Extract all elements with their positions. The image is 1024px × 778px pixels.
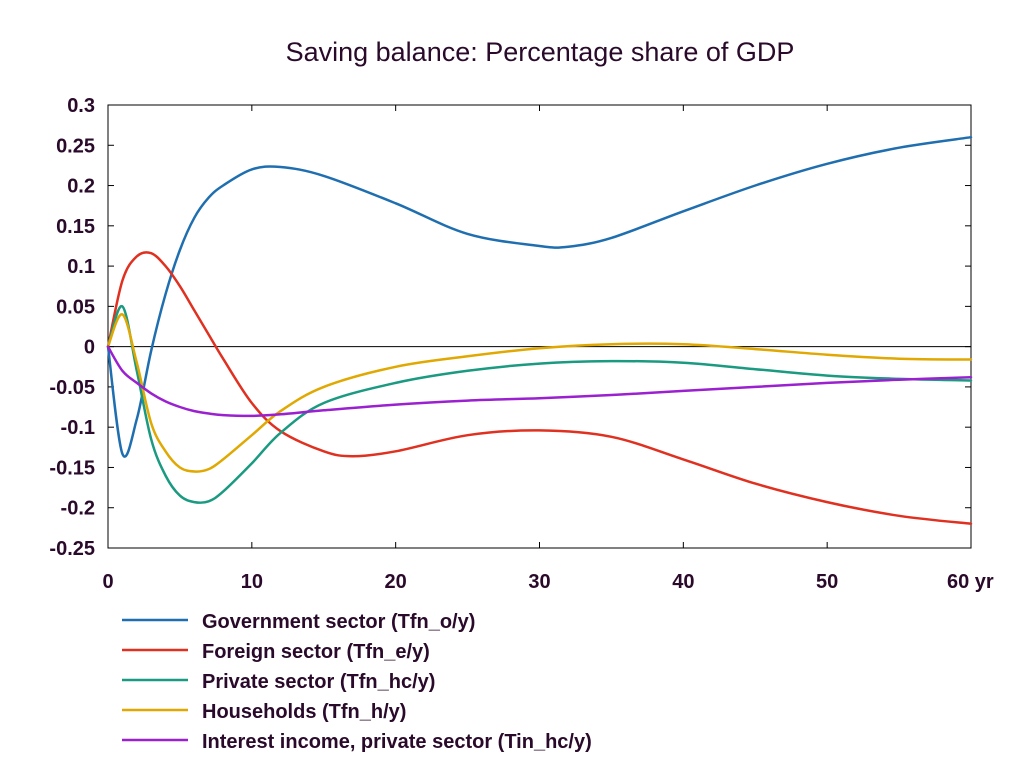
legend-label-0: Government sector (Tfn_o/y): [202, 611, 475, 633]
legend-label-3: Households (Tfn_h/y): [202, 701, 406, 723]
x-tick-label: 60 yr: [947, 571, 994, 593]
y-tick-label: -0.2: [61, 498, 95, 520]
y-tick-label: -0.25: [49, 538, 95, 560]
x-tick-label: 10: [241, 571, 263, 593]
x-tick-label: 40: [672, 571, 694, 593]
y-tick-label: 0.05: [56, 296, 95, 318]
series-line-4: [106, 345, 973, 418]
y-tick-label: -0.1: [61, 417, 95, 439]
series-line-2: [106, 305, 973, 504]
y-axis: 0.3 0.25 0.2 0.15 0.1 0.05 0 -0.05 -0.1 -0.15 -0.2…: [49, 95, 971, 560]
legend-label-1: Foreign sector (Tfn_e/y): [202, 641, 430, 663]
legend: Government sector (Tfn_o/y) Foreign secto…: [122, 611, 592, 753]
x-tick-label: 30: [528, 571, 550, 593]
x-axis: 0 10 20 30 40 50 60 yr: [102, 105, 994, 593]
y-tick-label: -0.15: [49, 457, 95, 479]
legend-label-2: Private sector (Tfn_hc/y): [202, 671, 435, 693]
series-line-1: [106, 251, 973, 526]
x-tick-label: 50: [816, 571, 838, 593]
y-tick-label: 0: [84, 337, 95, 359]
y-tick-label: -0.05: [49, 377, 95, 399]
series-line-3: [106, 313, 973, 473]
series-layer: [106, 135, 973, 526]
series-line-0: [106, 135, 973, 458]
plot-border: [107, 104, 972, 549]
x-tick-label: 20: [385, 571, 407, 593]
y-tick-label: 0.1: [67, 256, 95, 278]
x-tick-label: 0: [102, 571, 113, 593]
plot-area: [107, 104, 972, 549]
y-tick-label: 0.2: [67, 176, 95, 198]
chart-title: Saving balance: Percentage share of GDP: [286, 37, 795, 67]
y-tick-label: 0.15: [56, 216, 95, 238]
y-tick-label: 0.3: [67, 95, 95, 117]
legend-label-4: Interest income, private sector (Tin_hc/…: [202, 731, 592, 753]
y-tick-label: 0.25: [56, 135, 95, 157]
